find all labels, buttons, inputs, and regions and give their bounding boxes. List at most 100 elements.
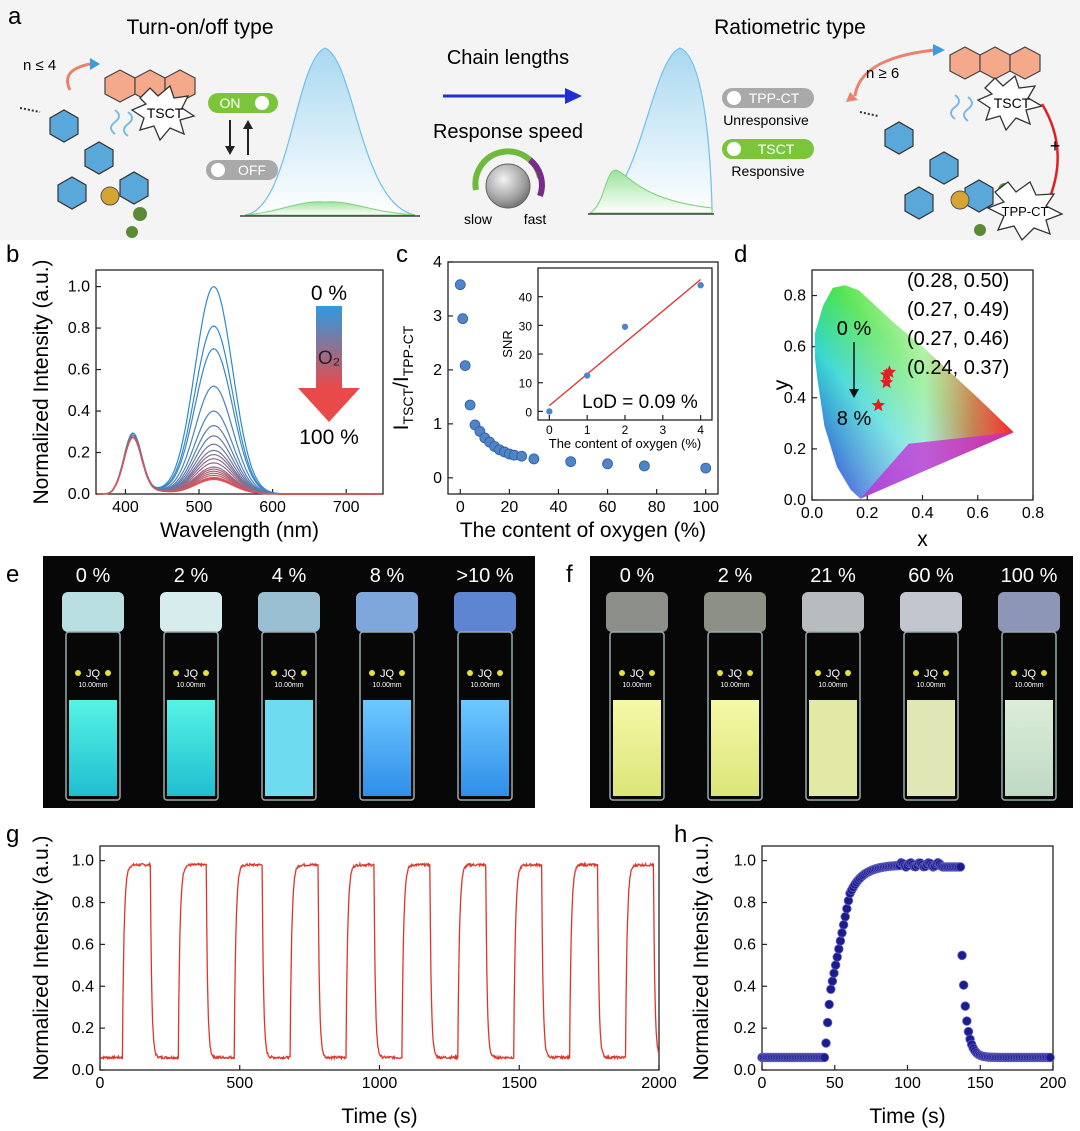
n-left-label: n ≤ 4 [23, 57, 56, 74]
vial-dot-icon [619, 670, 625, 676]
b-top-label: 0 % [311, 282, 347, 305]
panel-d: d 0.0 0.2 0.4 0.6 0.8 0.0 0.2 0.4 0.6 0.8 x y 0 % 8 %… [734, 241, 1044, 551]
right-chain-arrow [853, 48, 936, 97]
panelF-vial-label: 2 % [718, 565, 753, 587]
vial-subtext: 10.00mm [1014, 682, 1043, 689]
vial-liquid [363, 700, 411, 796]
c-inset-bg [538, 268, 712, 420]
b-xtick-label: 600 [259, 499, 286, 516]
c-inset-xtick-label: 4 [697, 423, 704, 437]
c-xtick-label: 40 [550, 499, 568, 516]
vial-dot-icon [913, 670, 919, 676]
panel-d-letter: d [734, 241, 747, 268]
d-ylabel: y [770, 379, 793, 390]
c-inset-xtick-label: 2 [622, 423, 629, 437]
chain-lengths-text: Chain lengths [447, 47, 569, 69]
d-coord-label: (0.28, 0.50) [907, 270, 1009, 292]
g-ytick-label: 0.8 [72, 895, 94, 912]
vial-subtext: 10.00mm [372, 682, 401, 689]
vial-cap [802, 592, 864, 632]
h-ytick-label: 0.4 [734, 978, 756, 995]
h-data-point [958, 980, 969, 990]
vial-cap [258, 592, 320, 632]
b-plot-frame [95, 269, 384, 495]
left-phenyl-icon [49, 109, 149, 210]
vial-cap [998, 592, 1060, 632]
vial-dot-icon [203, 670, 209, 676]
slow-label: slow [464, 211, 493, 227]
h-data-point [955, 862, 966, 872]
tppct-burst-right: TPP-CT [986, 181, 1064, 242]
left-wave-icon [110, 109, 133, 137]
vial-dot-icon [1041, 670, 1047, 676]
c-ytick-label: 3 [433, 308, 442, 325]
h-data-point [963, 1026, 974, 1037]
c-data-point [528, 453, 540, 465]
c-ytick-label: 1 [433, 416, 442, 433]
b-ytick-label: 0.4 [68, 403, 90, 420]
vial-text: JQ [826, 668, 841, 680]
neutral-face-right-icon [727, 91, 741, 105]
right-phenyl-icon [884, 121, 994, 220]
anthracene-right-icon [949, 46, 1041, 80]
panelF-vial-label: 21 % [810, 565, 856, 587]
fast-label: fast [524, 211, 547, 227]
d-ytick-label: 0.0 [784, 492, 806, 509]
c-xlabel: The content of oxygen (%) [460, 519, 706, 542]
tsct-right-text: TSCT [994, 95, 1031, 111]
h-data-point [819, 1052, 830, 1063]
speed-dial-fast [527, 157, 545, 198]
vial-cap [606, 592, 668, 632]
c-xtick-label: 20 [500, 499, 518, 516]
tppct-pill-label: TPP-CT [749, 90, 800, 106]
b-xtick-label: 400 [112, 499, 139, 516]
vial-glass [65, 631, 121, 801]
h-data-point [957, 950, 967, 961]
panelF-vial-label: 0 % [620, 565, 655, 587]
vial-dot-icon [467, 670, 473, 676]
g-xtick-label: 1000 [362, 1075, 398, 1092]
panel-g-letter: g [6, 821, 19, 848]
right-green-peak [589, 169, 713, 214]
h-xtick-label: 50 [826, 1075, 844, 1092]
panel-h-letter: h [674, 821, 687, 848]
vial-text: JQ [924, 668, 939, 680]
c-data-point [516, 450, 528, 462]
h-xtick-label: 150 [967, 1075, 994, 1092]
c-plot-frame [447, 261, 719, 495]
c-data-point [459, 360, 471, 371]
panelF-vial-label: 60 % [908, 565, 954, 587]
left-chain-arrow [66, 62, 91, 91]
ratiometric-title: Ratiometric type [714, 16, 866, 39]
d-ytick-label: 0.2 [784, 441, 806, 458]
c-xtick-label: 80 [648, 499, 666, 516]
o2-arrow-shaft [316, 306, 342, 388]
c-inset-point [583, 372, 591, 379]
c-inset-xlabel: The content of oxygen (%) [549, 436, 701, 451]
h-data-point [834, 944, 844, 954]
d-xlabel: x [917, 528, 928, 551]
tppct-unresponsive-pill: TPP-CT [722, 88, 814, 108]
off-label: OFF [238, 162, 266, 178]
c-ylabel: ITSCT/ITPP-CT [390, 325, 416, 430]
h-data-point [837, 928, 847, 938]
d-start-label: 0 % [837, 318, 872, 340]
b-ytick-label: 0.8 [68, 320, 90, 337]
vial-dot-icon [845, 670, 851, 676]
b-ytick-label: 1.0 [68, 279, 90, 296]
tsct-burst-right: TSCT [976, 74, 1044, 132]
vial-subtext: 10.00mm [176, 682, 205, 689]
c-inset-point [697, 282, 704, 289]
d-arrow-head-icon [849, 389, 859, 398]
vial-liquid [69, 700, 117, 796]
c-inset-xtick-label: 0 [546, 423, 553, 437]
d-end-label: 8 % [837, 408, 872, 430]
h-data-point [840, 912, 850, 922]
panelE-vial-label: 4 % [272, 565, 307, 587]
red-link-curve [1040, 103, 1059, 203]
g-plot-frame [99, 845, 660, 1071]
cie-star-point [879, 375, 894, 389]
left-green-peak [244, 201, 416, 216]
b-ytick-label: 0.2 [68, 445, 90, 462]
d-xtick-label: 0.6 [967, 505, 989, 522]
